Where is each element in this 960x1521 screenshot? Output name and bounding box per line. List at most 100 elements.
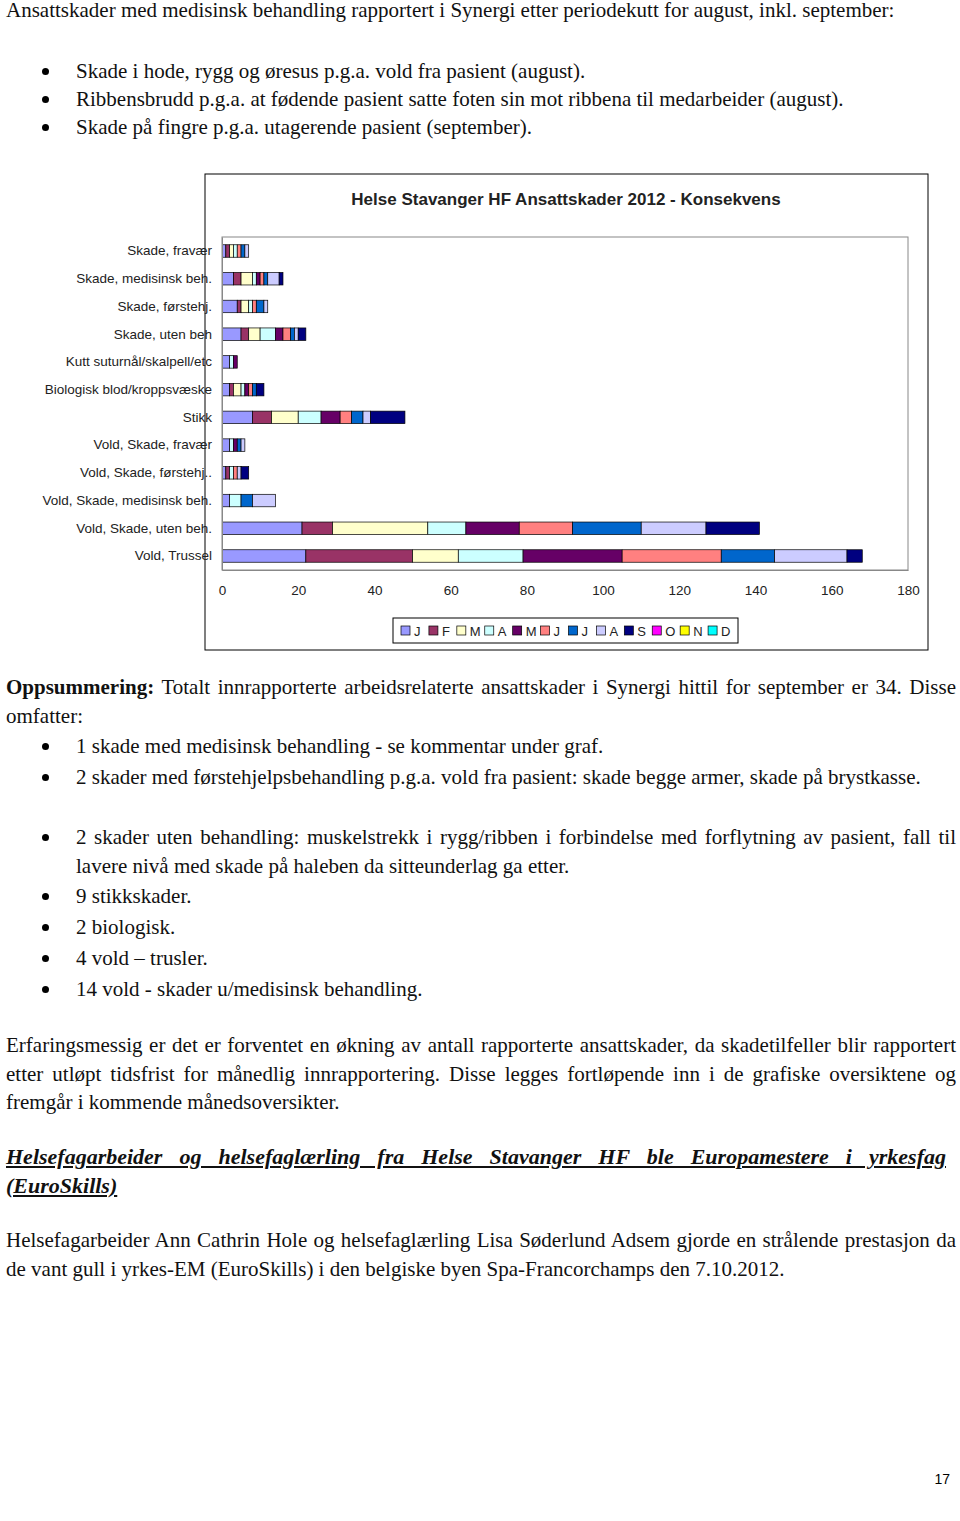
bullet-item: 14 vold - skader u/medisinsk behandling. (76, 975, 956, 1004)
bar-segment (305, 328, 306, 340)
bar-segment (862, 550, 863, 562)
legend-label: M (470, 624, 481, 639)
legend-swatch (596, 626, 605, 635)
bar-segment (237, 356, 238, 368)
bullet-dot (42, 834, 49, 841)
chart-border (205, 174, 928, 650)
y-tick: Skade, medisinsk beh. (76, 271, 222, 286)
bar-segment (222, 439, 230, 451)
legend-label: S (637, 624, 646, 639)
bar-segment (249, 300, 253, 312)
bar-segment (267, 300, 268, 312)
bar-segment (721, 550, 774, 562)
plot-frame (222, 237, 908, 570)
bar-segment (230, 494, 241, 506)
bar-segment (275, 494, 276, 506)
bar-segment (249, 328, 260, 340)
bar-segment (237, 300, 241, 312)
series (237, 245, 847, 562)
bar-segment (298, 328, 306, 340)
bar-segment (333, 522, 428, 534)
y-tick-label: Vold, Skade, fravær (93, 437, 212, 452)
bar-segment (248, 467, 249, 479)
legend-swatch (624, 626, 633, 635)
legend: JFMAMJJASOND (393, 618, 738, 643)
bar-segment (249, 383, 253, 395)
legend-swatch (680, 626, 689, 635)
bar-segment (222, 300, 237, 312)
bar-segment (237, 356, 238, 368)
y-tick-label: Biologisk blod/kroppsvæske (45, 382, 212, 397)
legend-label: A (498, 624, 507, 639)
bar-segment (352, 411, 363, 423)
axis-line (222, 238, 223, 571)
x-tick-label: 140 (745, 583, 768, 598)
x-tick: 180 (897, 570, 920, 598)
bar-segment (226, 467, 230, 479)
bar-segment (847, 550, 862, 562)
x-tick: 80 (520, 570, 535, 598)
bar-segment (241, 300, 249, 312)
x-tick: 20 (291, 570, 306, 598)
series (233, 245, 721, 562)
x-tick: 120 (669, 570, 692, 598)
bar-segment (264, 272, 268, 284)
bar-segment (272, 411, 299, 423)
legend-swatch (401, 626, 410, 635)
bar-segment (222, 522, 302, 534)
page-number: 17 (934, 1471, 950, 1487)
news-heading: Helsefagarbeider og helsefaglærling fra … (6, 1143, 946, 1200)
bullet-dot (42, 986, 49, 993)
bullet-dot (42, 68, 49, 75)
bar-segment (466, 522, 519, 534)
bar-segment (305, 328, 306, 340)
bar-segment (263, 383, 264, 395)
bar-segment (573, 522, 642, 534)
bar-segment (267, 300, 268, 312)
bar-segment (230, 245, 234, 257)
bar-segment (248, 245, 249, 257)
bar-segment (241, 245, 245, 257)
legend-swatch (429, 626, 438, 635)
y-tick-label: Skade, førstehj. (117, 299, 212, 314)
bar-segment (237, 439, 241, 451)
bar-segment (230, 383, 234, 395)
bar-segment (428, 522, 466, 534)
x-tick-label: 60 (444, 583, 459, 598)
x-tick: 100 (592, 570, 615, 598)
bar-segment (413, 550, 459, 562)
bar-segment (404, 411, 405, 423)
series (233, 272, 622, 562)
bar-segment (248, 467, 249, 479)
bar-segment (244, 439, 245, 451)
bar-segment (237, 356, 238, 368)
legend-swatch (708, 626, 717, 635)
bar-segment (641, 522, 706, 534)
legend-swatch (541, 626, 550, 635)
y-tick: Vold, Skade, førstehj.. (80, 465, 222, 480)
bar-segment (759, 522, 760, 534)
bullet-dot (42, 774, 49, 781)
y-tick: Vold, Skade, uten beh. (76, 521, 222, 536)
bar-segment (298, 411, 321, 423)
bullet-dot (42, 124, 49, 131)
bar-segment (248, 467, 249, 479)
bullet-dot (42, 96, 49, 103)
bar-segment (256, 272, 260, 284)
bar-segment (248, 245, 249, 257)
bar-segment (404, 411, 405, 423)
bar-segment (759, 522, 760, 534)
bar-segment (404, 411, 405, 423)
bar-segment (862, 550, 863, 562)
bar-segment (275, 494, 276, 506)
y-tick-label: Vold, Skade, førstehj.. (80, 465, 212, 480)
bar-segment (233, 245, 237, 257)
bar-segment (244, 439, 245, 451)
y-tick: Stikk (183, 410, 222, 425)
bar-segment (267, 300, 268, 312)
bar-segment (263, 383, 264, 395)
note-paragraph: Erfaringsmessig er det er forventet en ø… (6, 1031, 956, 1117)
series (230, 245, 523, 562)
x-tick: 0 (219, 570, 227, 598)
y-tick: Skade, fravær (127, 243, 222, 258)
